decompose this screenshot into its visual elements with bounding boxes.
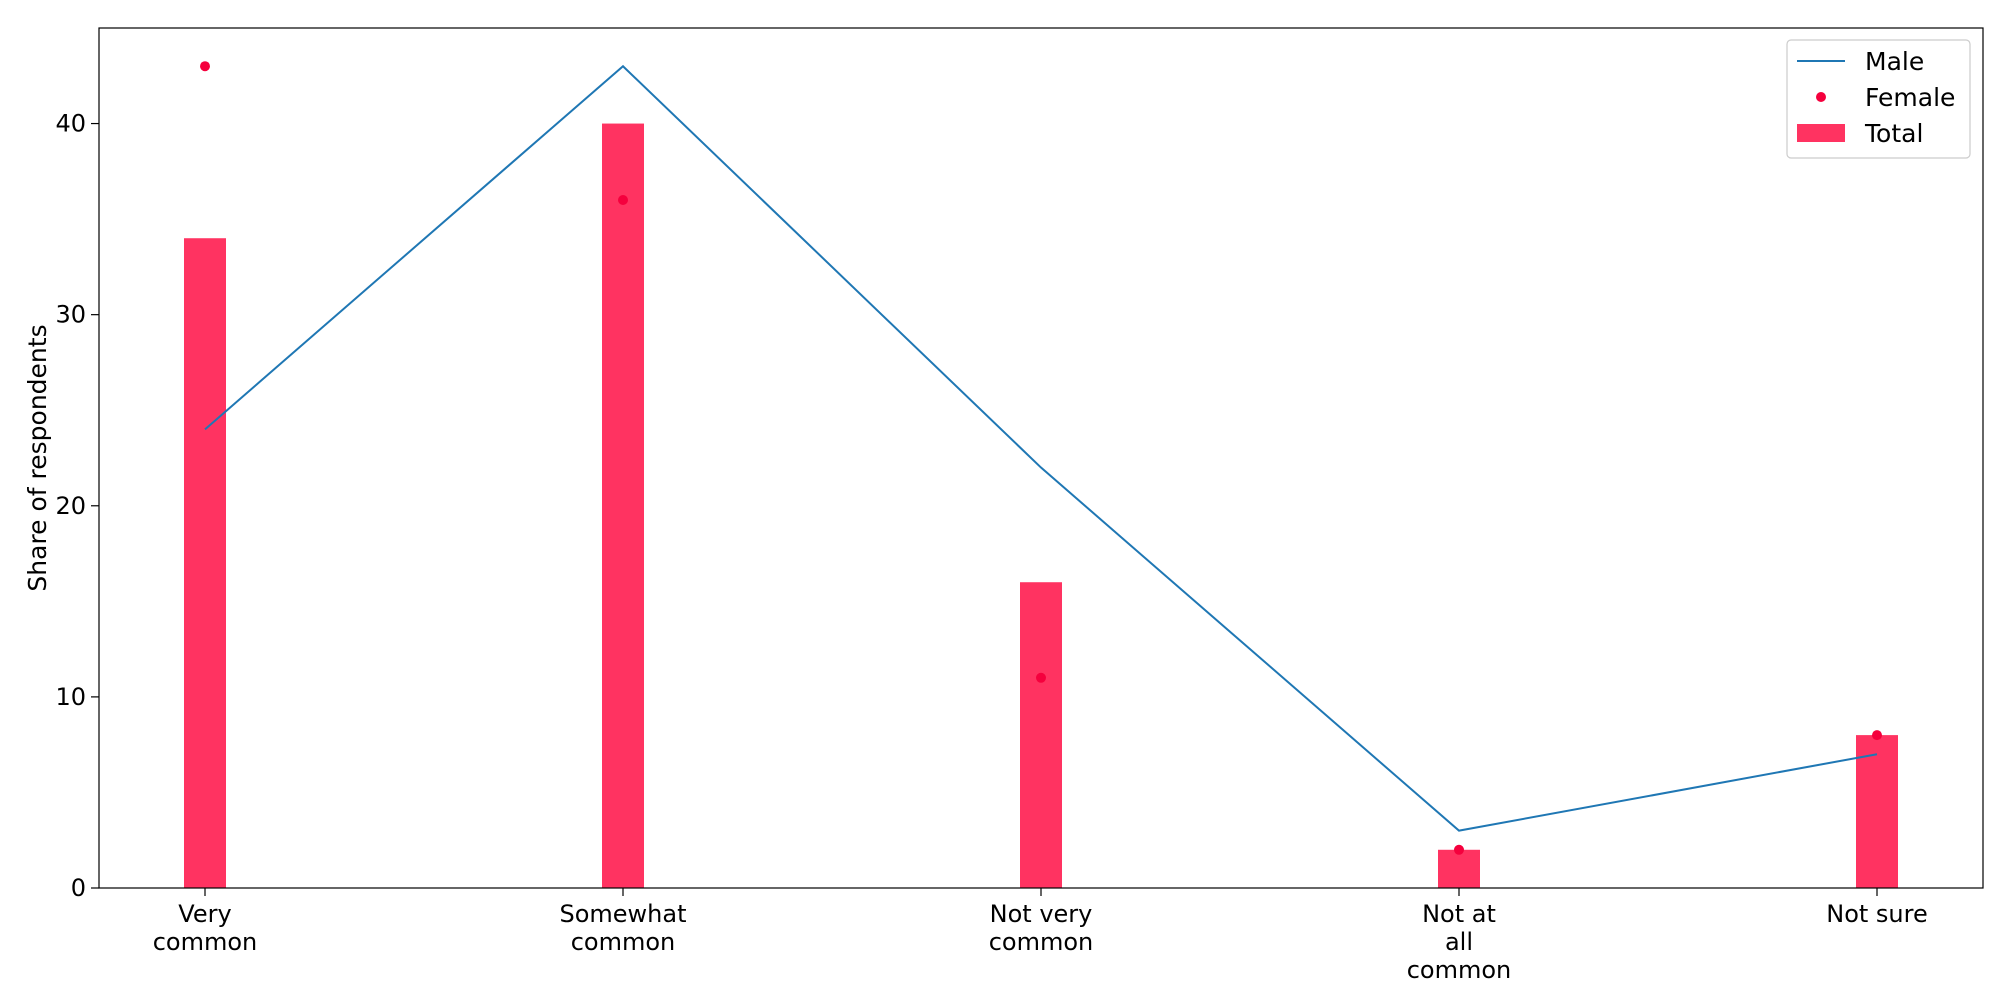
legend-label-female: Female <box>1865 83 1955 112</box>
male-series-line <box>204 64 1878 832</box>
bar-total-1 <box>602 123 644 889</box>
bar-total-0 <box>184 238 226 888</box>
female-point-4 <box>1872 730 1882 741</box>
y-axis: 0 10 20 30 40 <box>55 110 99 902</box>
y-tick-label-2: 20 <box>55 492 86 520</box>
y-axis-label: Share of respondents <box>23 324 52 591</box>
male-line-layer <box>204 64 1878 832</box>
x-tick-label-1: Somewhat common <box>559 900 686 956</box>
legend: Male Female Total <box>1786 39 1971 159</box>
y-tick-label-3: 30 <box>55 301 86 329</box>
x-tick-label-0: Very common <box>153 900 258 956</box>
female-point-3 <box>1454 844 1464 855</box>
female-point-0 <box>200 61 210 72</box>
bar-total-4 <box>1856 735 1898 888</box>
bar-total-2 <box>1020 582 1062 888</box>
y-tick-label-4: 40 <box>55 110 86 138</box>
x-tick-label-3: Not at all common <box>1407 900 1512 984</box>
y-tick-label-0: 0 <box>71 874 86 902</box>
legend-label-male: Male <box>1865 47 1924 76</box>
bar-total-3 <box>1438 849 1480 888</box>
x-tick-label-4: Not sure <box>1826 900 1928 928</box>
female-point-1 <box>618 195 628 205</box>
x-axis: Very common Somewhat common Not very common No… <box>153 888 1928 984</box>
female-point-2 <box>1036 672 1046 683</box>
female-points-layer <box>200 61 1882 855</box>
legend-total-swatch <box>1797 124 1845 142</box>
legend-female-swatch <box>1816 92 1826 102</box>
y-tick-label-1: 10 <box>55 683 86 711</box>
legend-label-total: Total <box>1864 119 1923 148</box>
bars-layer <box>184 123 1898 889</box>
x-tick-label-2: Not very common <box>989 900 1094 956</box>
